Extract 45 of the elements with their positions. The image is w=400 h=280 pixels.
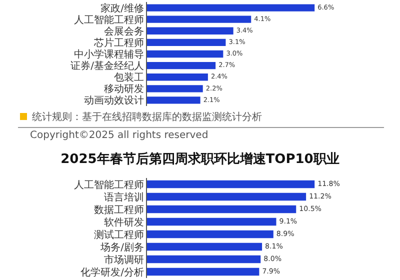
y-tick-label: 会展会务 xyxy=(104,25,144,38)
bar xyxy=(147,192,306,201)
text: Copyright©2025 all rights reserved xyxy=(30,130,208,141)
bar xyxy=(147,50,224,58)
data-label: 11.2% xyxy=(309,192,332,201)
y-tick-label: 包装工 xyxy=(114,72,144,84)
bar xyxy=(147,230,274,238)
y-tick-label: 中小学课程辅导 xyxy=(74,48,144,60)
chart-title: 2025年春节后第四周求职环比增速TOP10职业 xyxy=(60,151,340,167)
y-tick-label: 软件研发 xyxy=(104,216,144,228)
bar xyxy=(147,242,262,251)
bar xyxy=(147,180,315,188)
bar xyxy=(147,85,203,92)
y-tick-label: 证券/基金经纪人 xyxy=(70,60,144,72)
y-tick-label: 人工智能工程师 xyxy=(74,14,144,26)
bar xyxy=(147,255,261,264)
data-label: 8.0% xyxy=(264,254,282,264)
bar xyxy=(147,205,296,214)
y-tick-label: 家政/维修 xyxy=(100,2,144,14)
text: 统计规则：基于在线招聘数据库的数据监测统计分析 xyxy=(32,110,262,124)
data-label: 10.5% xyxy=(299,204,322,214)
y-tick-label: 测试工程师 xyxy=(94,228,144,241)
data-label: 7.9% xyxy=(262,266,280,276)
y-tick-label: 移动研发 xyxy=(104,83,144,96)
data-label: 8.9% xyxy=(276,229,295,238)
y-tick-label: 语言培训 xyxy=(104,191,144,204)
bar xyxy=(147,62,216,70)
y-tick-label: 化学研发/分析 xyxy=(80,266,144,278)
bar xyxy=(147,27,234,34)
y-tick-label: 芯片工程师 xyxy=(93,36,144,49)
bar xyxy=(147,268,260,276)
y-tick-label: 市场调研 xyxy=(104,254,144,266)
data-label: 9.1% xyxy=(279,216,298,226)
data-label: 11.8% xyxy=(318,179,340,188)
bar xyxy=(147,4,315,12)
bar xyxy=(147,96,200,104)
bar xyxy=(147,74,208,81)
y-tick-label: 场务/剧务 xyxy=(100,241,144,254)
y-tick-label: 数据工程师 xyxy=(94,204,144,216)
bar xyxy=(147,16,252,23)
bar xyxy=(147,218,276,226)
bar xyxy=(147,38,226,46)
data-label: 8.1% xyxy=(265,242,284,251)
y-tick-label: 人工智能工程师 xyxy=(74,178,144,191)
y-tick-label: 动画动效设计 xyxy=(84,94,144,107)
